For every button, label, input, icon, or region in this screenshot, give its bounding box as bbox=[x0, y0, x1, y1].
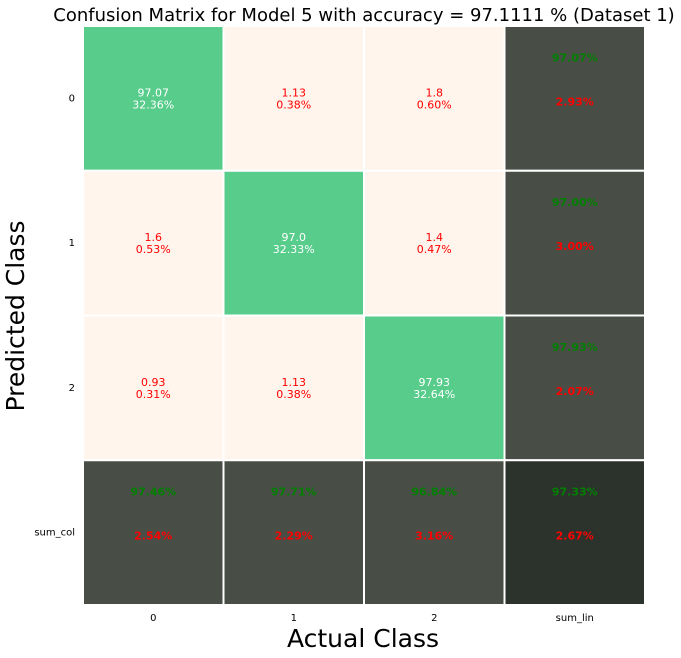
cell-0-2-percent: 0.60% bbox=[417, 98, 452, 111]
y-tick-2: 2 bbox=[69, 383, 75, 394]
cell-0-0-value: 97.07 bbox=[138, 86, 170, 99]
col-sum-2 bbox=[363, 459, 506, 606]
cell-1-2-percent: 0.47% bbox=[417, 243, 452, 256]
cell-2-0-value: 0.93 bbox=[141, 376, 166, 389]
cell-0-1-value: 1.13 bbox=[282, 86, 307, 99]
cell-2-0-percent: 0.31% bbox=[136, 388, 171, 401]
row-sum-0-correct: 97.07% bbox=[552, 51, 598, 64]
y-tick-1: 1 bbox=[69, 238, 75, 249]
heatmap-cells: 97.0732.36%1.130.38%1.80.60%97.07%2.93%1… bbox=[82, 25, 646, 606]
cell-1-1-percent: 32.33% bbox=[273, 243, 315, 256]
cell-2-2-percent: 32.64% bbox=[413, 388, 455, 401]
row-sum-2 bbox=[503, 314, 646, 462]
y-axis-label: Predicted Class bbox=[1, 220, 30, 411]
cell-2-1 bbox=[222, 314, 365, 462]
x-tick-1: 1 bbox=[291, 613, 297, 624]
cell-1-0-value: 1.6 bbox=[145, 231, 163, 244]
x-tick-2: 2 bbox=[431, 613, 437, 624]
col-sum-2-correct: 96.84% bbox=[411, 486, 457, 499]
col-sum-1 bbox=[222, 459, 365, 606]
cell-1-2-value: 1.4 bbox=[426, 231, 444, 244]
cell-1-1-value: 97.0 bbox=[282, 231, 307, 244]
cell-1-1 bbox=[222, 169, 365, 317]
row-sum-2-error: 2.07% bbox=[556, 385, 594, 398]
cell-2-1-value: 1.13 bbox=[282, 376, 307, 389]
col-sum-0-correct: 97.46% bbox=[130, 486, 176, 499]
x-tick-labels: 0 1 2 sum_lin bbox=[150, 613, 594, 624]
row-sum-1 bbox=[503, 169, 646, 317]
row-sum-1-correct: 97.00% bbox=[552, 196, 598, 209]
col-sum-1-correct: 97.71% bbox=[271, 486, 317, 499]
row-sum-0 bbox=[503, 25, 646, 172]
col-sum-0-error: 2.54% bbox=[134, 530, 172, 543]
col-sum-2-error: 3.16% bbox=[415, 530, 453, 543]
cell-1-0-percent: 0.53% bbox=[136, 243, 171, 256]
col-sum-0 bbox=[82, 459, 225, 606]
cell-0-0-percent: 32.36% bbox=[132, 98, 174, 111]
y-tick-labels: 0 1 2 sum_col bbox=[34, 93, 75, 538]
total-cell-correct: 97.33% bbox=[552, 486, 598, 499]
cell-0-2 bbox=[363, 25, 506, 172]
x-tick-3: sum_lin bbox=[556, 613, 594, 624]
row-sum-1-error: 3.00% bbox=[556, 240, 594, 253]
total-cell-error: 2.67% bbox=[556, 530, 594, 543]
cell-0-0 bbox=[82, 25, 225, 172]
col-sum-1-error: 2.29% bbox=[275, 530, 313, 543]
row-sum-2-correct: 97.93% bbox=[552, 341, 598, 354]
y-tick-3: sum_col bbox=[34, 528, 75, 539]
x-axis-label: Actual Class bbox=[287, 624, 439, 653]
cell-0-2-value: 1.8 bbox=[426, 86, 444, 99]
cell-1-0 bbox=[82, 169, 225, 317]
row-sum-0-error: 2.93% bbox=[556, 95, 594, 108]
total-cell bbox=[503, 459, 646, 606]
cell-2-0 bbox=[82, 314, 225, 462]
y-tick-0: 0 bbox=[69, 93, 75, 104]
x-tick-0: 0 bbox=[150, 613, 156, 624]
cell-0-1-percent: 0.38% bbox=[276, 98, 311, 111]
chart-title: Confusion Matrix for Model 5 with accura… bbox=[53, 5, 674, 26]
cell-2-2-value: 97.93 bbox=[419, 376, 451, 389]
cell-2-1-percent: 0.38% bbox=[276, 388, 311, 401]
